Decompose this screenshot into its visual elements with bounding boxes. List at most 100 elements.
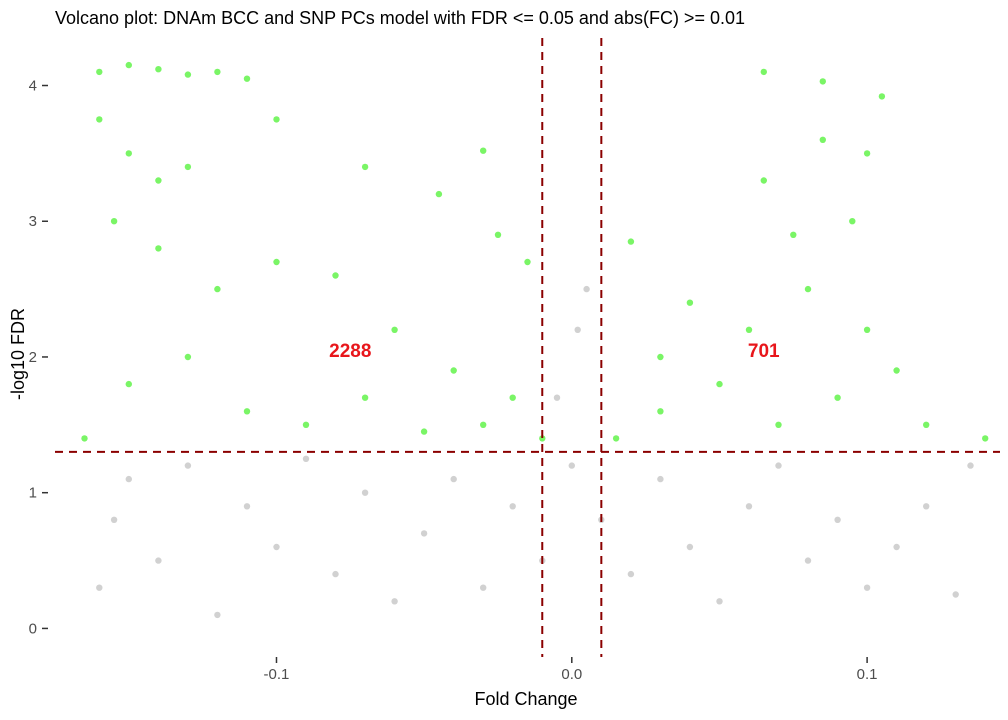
y-tick-label: 3 — [29, 213, 37, 230]
data-point — [923, 421, 930, 428]
data-point — [967, 462, 974, 469]
data-point — [155, 177, 162, 184]
data-point — [745, 503, 753, 510]
data-point — [302, 455, 310, 462]
data-point — [553, 394, 561, 401]
data-point — [878, 93, 886, 100]
data-point — [302, 421, 310, 428]
data-point — [745, 326, 753, 333]
data-point — [214, 285, 221, 293]
data-point — [893, 367, 900, 374]
data-point — [96, 116, 103, 123]
data-point — [612, 435, 620, 442]
data-point — [686, 543, 694, 551]
y-tick-label: 1 — [29, 485, 37, 502]
data-point — [214, 68, 221, 76]
data-point — [110, 516, 118, 523]
data-point — [952, 591, 959, 598]
data-point — [81, 435, 88, 442]
data-point — [155, 557, 162, 564]
x-tick-label: 0.0 — [561, 666, 582, 683]
data-point — [243, 75, 251, 82]
chart-title: Volcano plot: DNAm BCC and SNP PCs model… — [55, 8, 745, 28]
data-point — [686, 299, 694, 306]
data-point — [420, 428, 428, 435]
data-point — [125, 380, 132, 388]
data-point — [480, 147, 487, 154]
data-point — [834, 516, 841, 523]
data-point — [509, 394, 516, 401]
data-point — [775, 462, 782, 469]
data-point — [435, 190, 443, 198]
data-point — [819, 136, 826, 143]
data-point — [657, 408, 664, 415]
data-point — [716, 380, 723, 388]
data-point — [332, 272, 339, 279]
data-point — [273, 543, 280, 551]
data-point — [184, 71, 192, 78]
data-point — [568, 462, 575, 469]
data-point — [361, 163, 369, 171]
x-axis-title: Fold Change — [474, 689, 577, 709]
points-not-significant — [96, 285, 974, 619]
count-label-significant-up: 701 — [748, 341, 780, 362]
data-point — [760, 68, 767, 76]
count-label-significant-down: 2288 — [329, 341, 371, 362]
data-point — [480, 421, 487, 428]
data-point — [804, 285, 812, 293]
data-point — [524, 258, 531, 266]
data-point — [420, 530, 428, 537]
data-point — [450, 367, 457, 374]
threshold-lines — [55, 38, 1000, 657]
data-point — [155, 66, 162, 73]
data-point — [627, 570, 635, 578]
data-point — [96, 68, 103, 76]
data-point — [125, 150, 132, 157]
data-point — [243, 408, 251, 415]
x-tick-label: 0.1 — [857, 666, 878, 683]
data-point — [790, 231, 797, 238]
count-labels: 2288 701 — [329, 341, 780, 362]
data-point — [509, 503, 516, 510]
data-point — [657, 353, 664, 361]
y-tick-label: 4 — [29, 78, 37, 95]
data-point — [863, 150, 871, 157]
data-point — [539, 435, 546, 442]
data-point — [494, 231, 502, 238]
data-point — [361, 489, 369, 496]
data-point — [583, 285, 590, 293]
data-point — [804, 557, 812, 564]
data-point — [214, 611, 221, 619]
data-point — [760, 177, 767, 184]
data-point — [834, 394, 841, 401]
y-axis-title: -log10 FDR — [8, 308, 28, 400]
data-point — [391, 326, 398, 333]
points-significant — [81, 61, 989, 442]
data-point — [716, 598, 723, 605]
data-point — [243, 503, 251, 510]
data-point — [849, 218, 856, 225]
data-point — [391, 598, 398, 605]
data-point — [775, 421, 782, 428]
data-point — [863, 326, 871, 333]
data-point — [273, 258, 280, 266]
y-tick-label: 2 — [29, 349, 37, 366]
data-point — [110, 218, 118, 225]
data-point — [273, 116, 280, 123]
data-point — [819, 78, 826, 85]
data-point — [155, 245, 162, 252]
data-point — [125, 475, 132, 483]
data-point — [184, 353, 192, 361]
data-point — [982, 435, 989, 442]
data-point — [923, 503, 930, 510]
data-point — [893, 543, 900, 551]
data-point — [450, 475, 457, 483]
data-point — [863, 584, 871, 591]
data-point — [125, 61, 132, 69]
y-tick-label: 0 — [29, 620, 37, 637]
data-point — [480, 584, 487, 591]
data-point — [574, 326, 581, 333]
data-point — [184, 462, 192, 469]
